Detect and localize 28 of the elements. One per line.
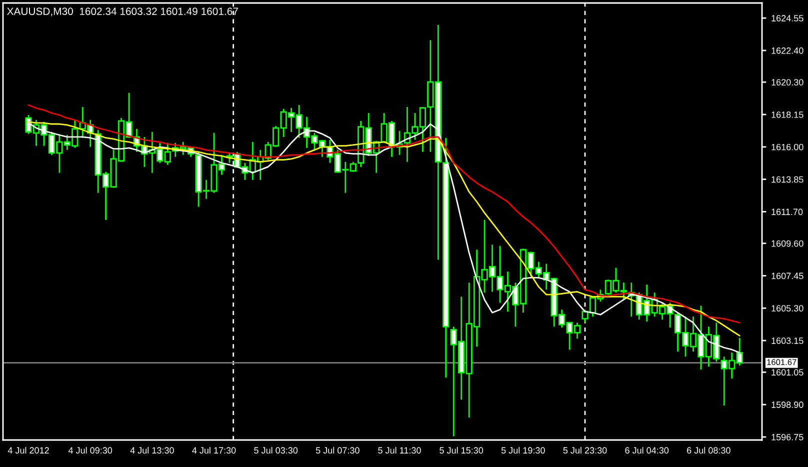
y-tick-label: 1618.15 — [772, 111, 804, 118]
x-tick-label: 5 Jul 23:30 — [563, 446, 607, 454]
x-tick-label: 4 Jul 17:30 — [192, 446, 236, 454]
x-tick-label: 4 Jul 2012 — [8, 446, 49, 454]
x-tick-label: 5 Jul 15:30 — [440, 446, 484, 454]
y-tick-label: 1605.30 — [772, 305, 804, 312]
x-tick-label: 4 Jul 09:30 — [68, 446, 112, 454]
y-tick-label: 1609.60 — [772, 240, 804, 247]
x-tick-label: 4 Jul 13:30 — [130, 446, 174, 454]
x-tick-label: 5 Jul 19:30 — [501, 446, 545, 454]
x-tick-label: 5 Jul 07:30 — [316, 446, 360, 454]
ref-line-label: 1601.67 — [767, 359, 796, 366]
y-tick-label: 1601.05 — [772, 369, 804, 376]
x-tick-label: 6 Jul 04:30 — [625, 446, 669, 454]
y-tick-label: 1603.15 — [772, 338, 804, 344]
x-tick-label: 6 Jul 08:30 — [687, 446, 730, 454]
y-tick-label: 1622.40 — [772, 47, 804, 54]
y-tick-label: 1613.85 — [772, 176, 804, 183]
x-tick-label: 5 Jul 11:30 — [378, 446, 421, 454]
y-tick-label: 1596.75 — [772, 434, 804, 440]
y-tick-label: 1624.55 — [772, 15, 804, 22]
y-tick-label: 1611.70 — [772, 208, 803, 216]
y-tick-label: 1607.45 — [772, 272, 804, 280]
chart-title: XAUUSD,M30 1602.34 1603.32 1601.49 1601.67 — [7, 8, 238, 16]
y-tick-label: 1598.90 — [772, 402, 804, 408]
x-tick-label: 5 Jul 03:30 — [254, 446, 298, 454]
y-tick-label: 1620.30 — [772, 79, 804, 86]
y-tick-label: 1616.00 — [772, 144, 804, 150]
